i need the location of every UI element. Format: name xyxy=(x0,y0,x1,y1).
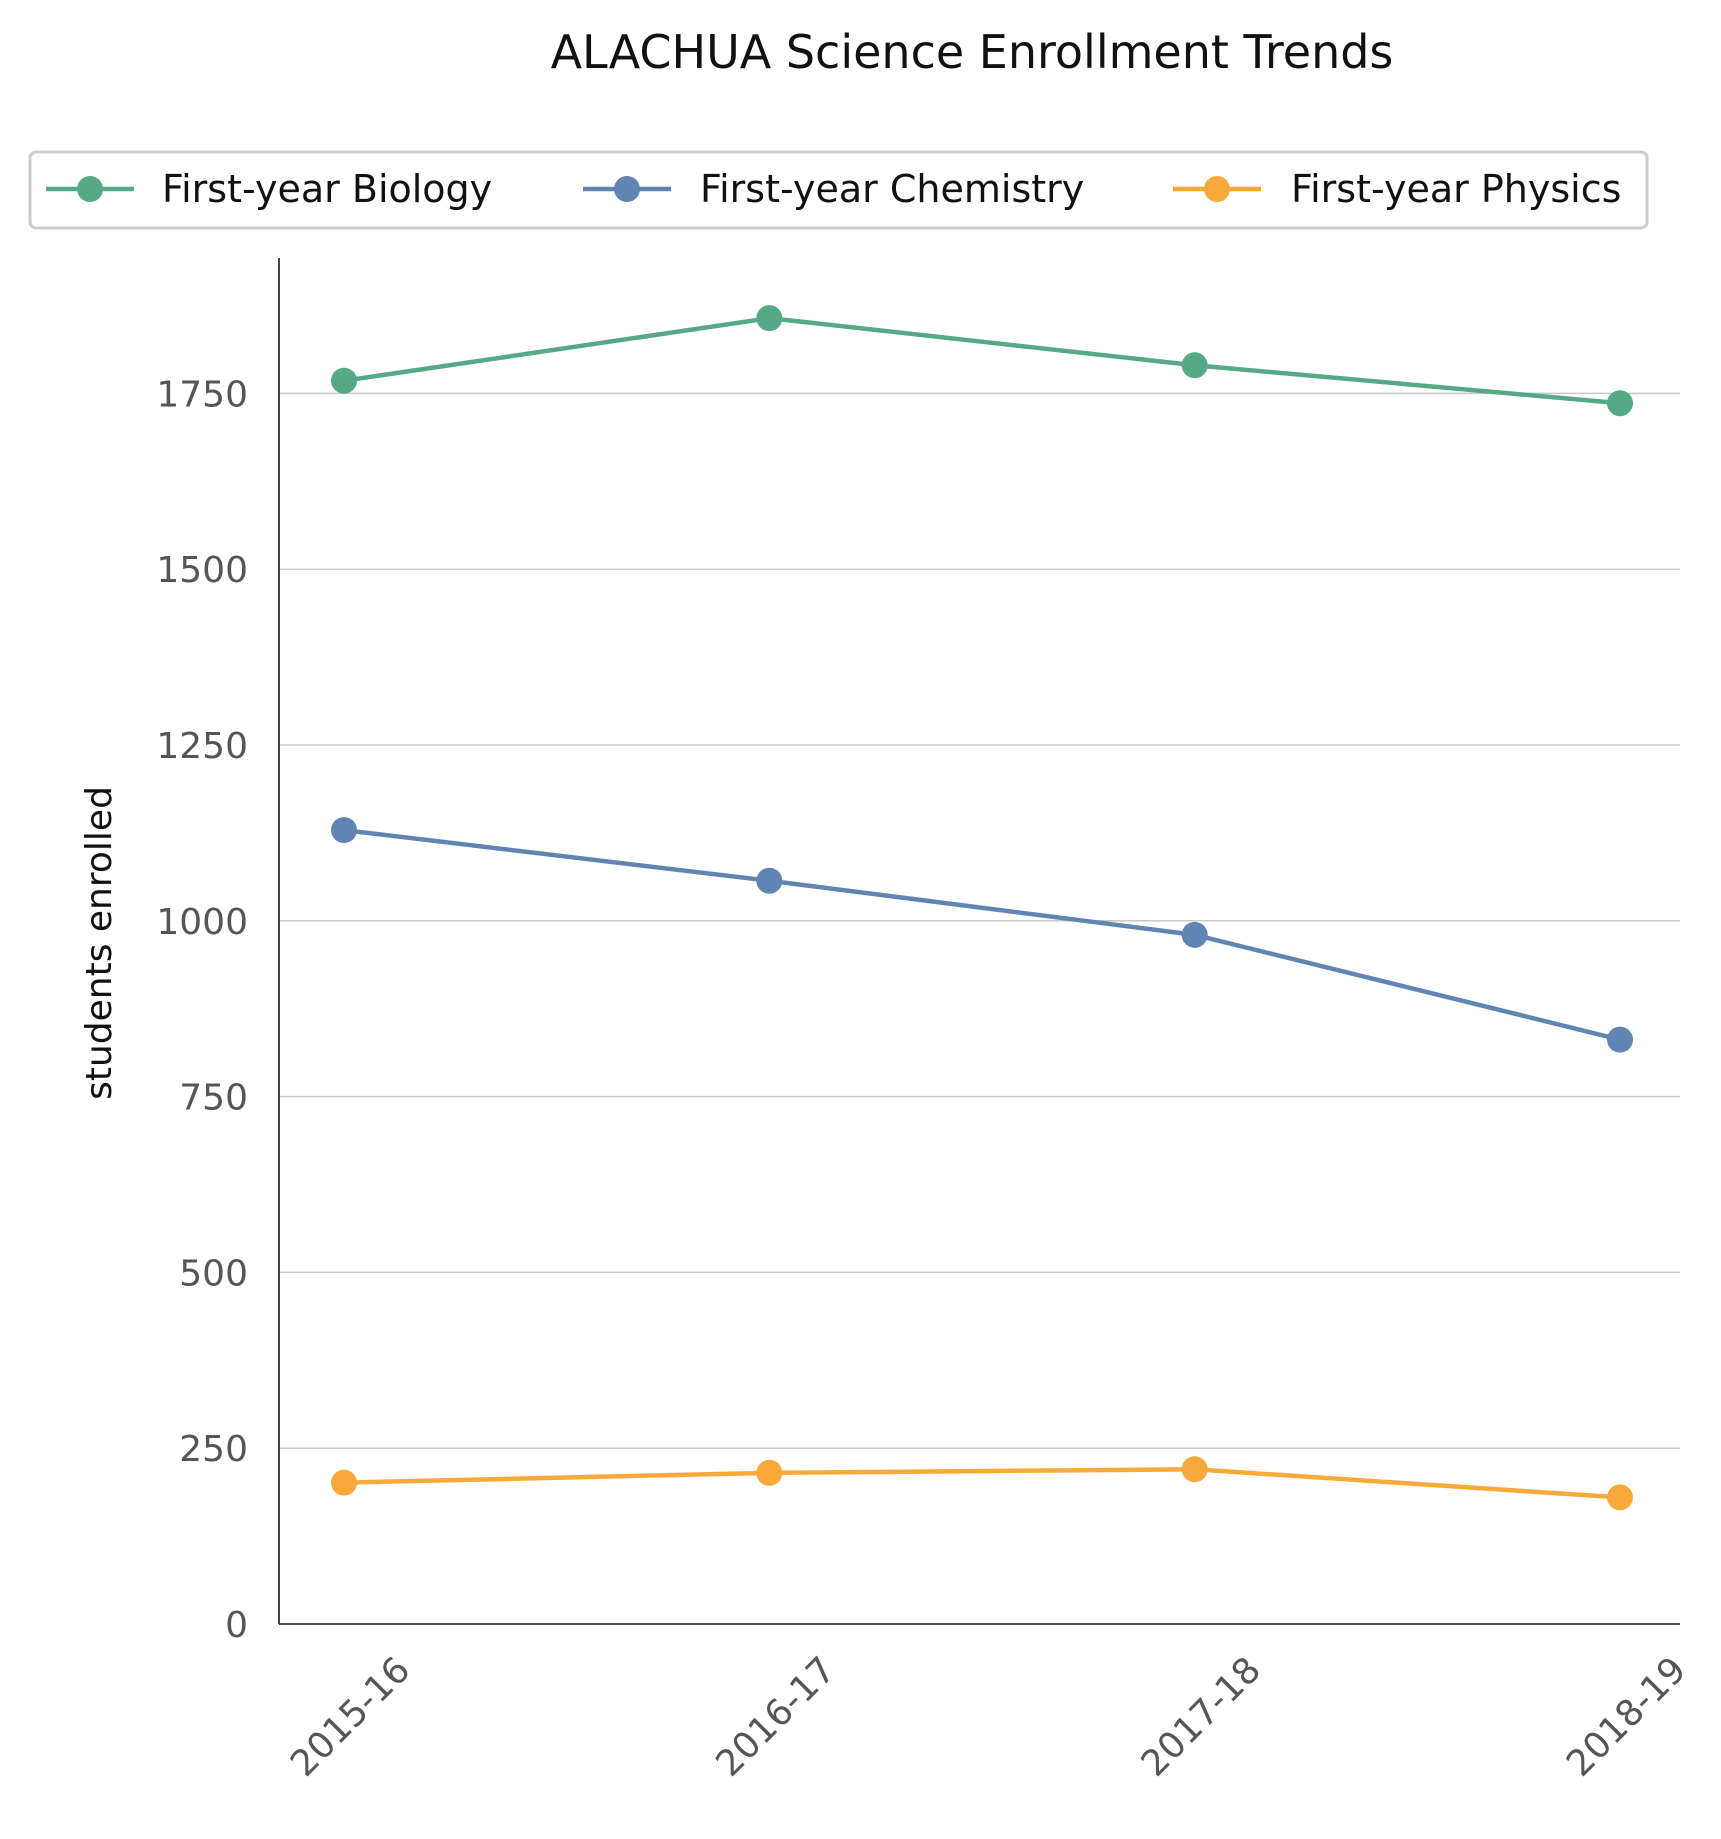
data-point xyxy=(1181,1456,1208,1483)
y-tick-label: 1250 xyxy=(156,726,248,767)
legend-item: First-year Chemistry xyxy=(583,167,1084,211)
legend-marker xyxy=(77,176,103,202)
data-point xyxy=(1606,390,1633,417)
x-tick-label: 2015-16 xyxy=(283,1649,418,1784)
y-axis-title: students enrolled xyxy=(79,786,120,1100)
data-point xyxy=(756,867,783,894)
y-tick-label: 0 xyxy=(225,1605,248,1646)
chart-title: ALACHUA Science Enrollment Trends xyxy=(551,25,1394,79)
data-point xyxy=(331,1469,357,1496)
series-2 xyxy=(331,1456,1633,1511)
data-point xyxy=(1181,921,1208,948)
data-point xyxy=(1606,1026,1633,1053)
y-tick-label: 500 xyxy=(179,1253,248,1294)
series-1 xyxy=(331,817,1633,1053)
data-point xyxy=(756,305,783,332)
legend-box xyxy=(28,150,1649,230)
y-tick-label: 1750 xyxy=(156,374,248,415)
gridlines xyxy=(279,392,1680,1449)
data-point xyxy=(1606,1484,1633,1511)
legend-label: First-year Biology xyxy=(162,167,492,211)
series-line xyxy=(341,1467,1623,1500)
series-0 xyxy=(331,305,1633,417)
y-tick-label: 250 xyxy=(179,1429,248,1470)
legend-marker xyxy=(1204,176,1230,202)
x-axis-ticks: 2015-16 2016-17 2017-18 2018-19 xyxy=(283,1649,1694,1784)
y-tick-label: 1000 xyxy=(156,902,248,943)
legend-item: First-year Biology xyxy=(46,167,492,211)
data-point xyxy=(331,367,357,394)
series-line xyxy=(341,315,1623,406)
legend-item: First-year Physics xyxy=(1173,167,1621,211)
data-point xyxy=(331,817,357,844)
data-point xyxy=(1181,352,1208,379)
data-point xyxy=(756,1459,783,1486)
y-tick-label: 1500 xyxy=(156,550,248,591)
x-tick-label: 2016-17 xyxy=(708,1649,843,1784)
y-axis-ticks: 0 250 500 750 1000 1250 1500 1750 xyxy=(156,374,248,1646)
y-tick-label: 750 xyxy=(179,1078,248,1119)
legend-label: First-year Chemistry xyxy=(700,167,1084,211)
legend-marker xyxy=(614,176,640,202)
legend-label: First-year Physics xyxy=(1291,167,1621,211)
legend: First-year Biology First-year Chemistry Fi… xyxy=(28,150,1649,230)
series-line xyxy=(341,827,1623,1042)
series-group xyxy=(331,305,1633,1511)
x-tick-label: 2018-19 xyxy=(1559,1649,1694,1784)
x-tick-label: 2017-18 xyxy=(1134,1649,1269,1784)
